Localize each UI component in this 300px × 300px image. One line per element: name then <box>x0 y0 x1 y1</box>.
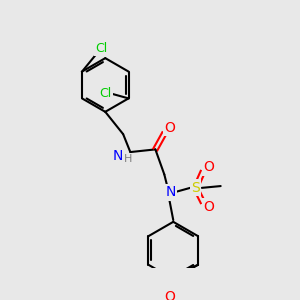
Text: O: O <box>204 160 214 174</box>
Text: Cl: Cl <box>96 42 108 55</box>
Text: O: O <box>164 121 175 135</box>
Text: Cl: Cl <box>99 87 111 101</box>
Text: S: S <box>191 181 200 195</box>
Text: O: O <box>164 290 175 300</box>
Text: N: N <box>165 185 176 199</box>
Text: N: N <box>113 148 123 163</box>
Text: O: O <box>204 200 214 214</box>
Text: H: H <box>123 154 132 164</box>
